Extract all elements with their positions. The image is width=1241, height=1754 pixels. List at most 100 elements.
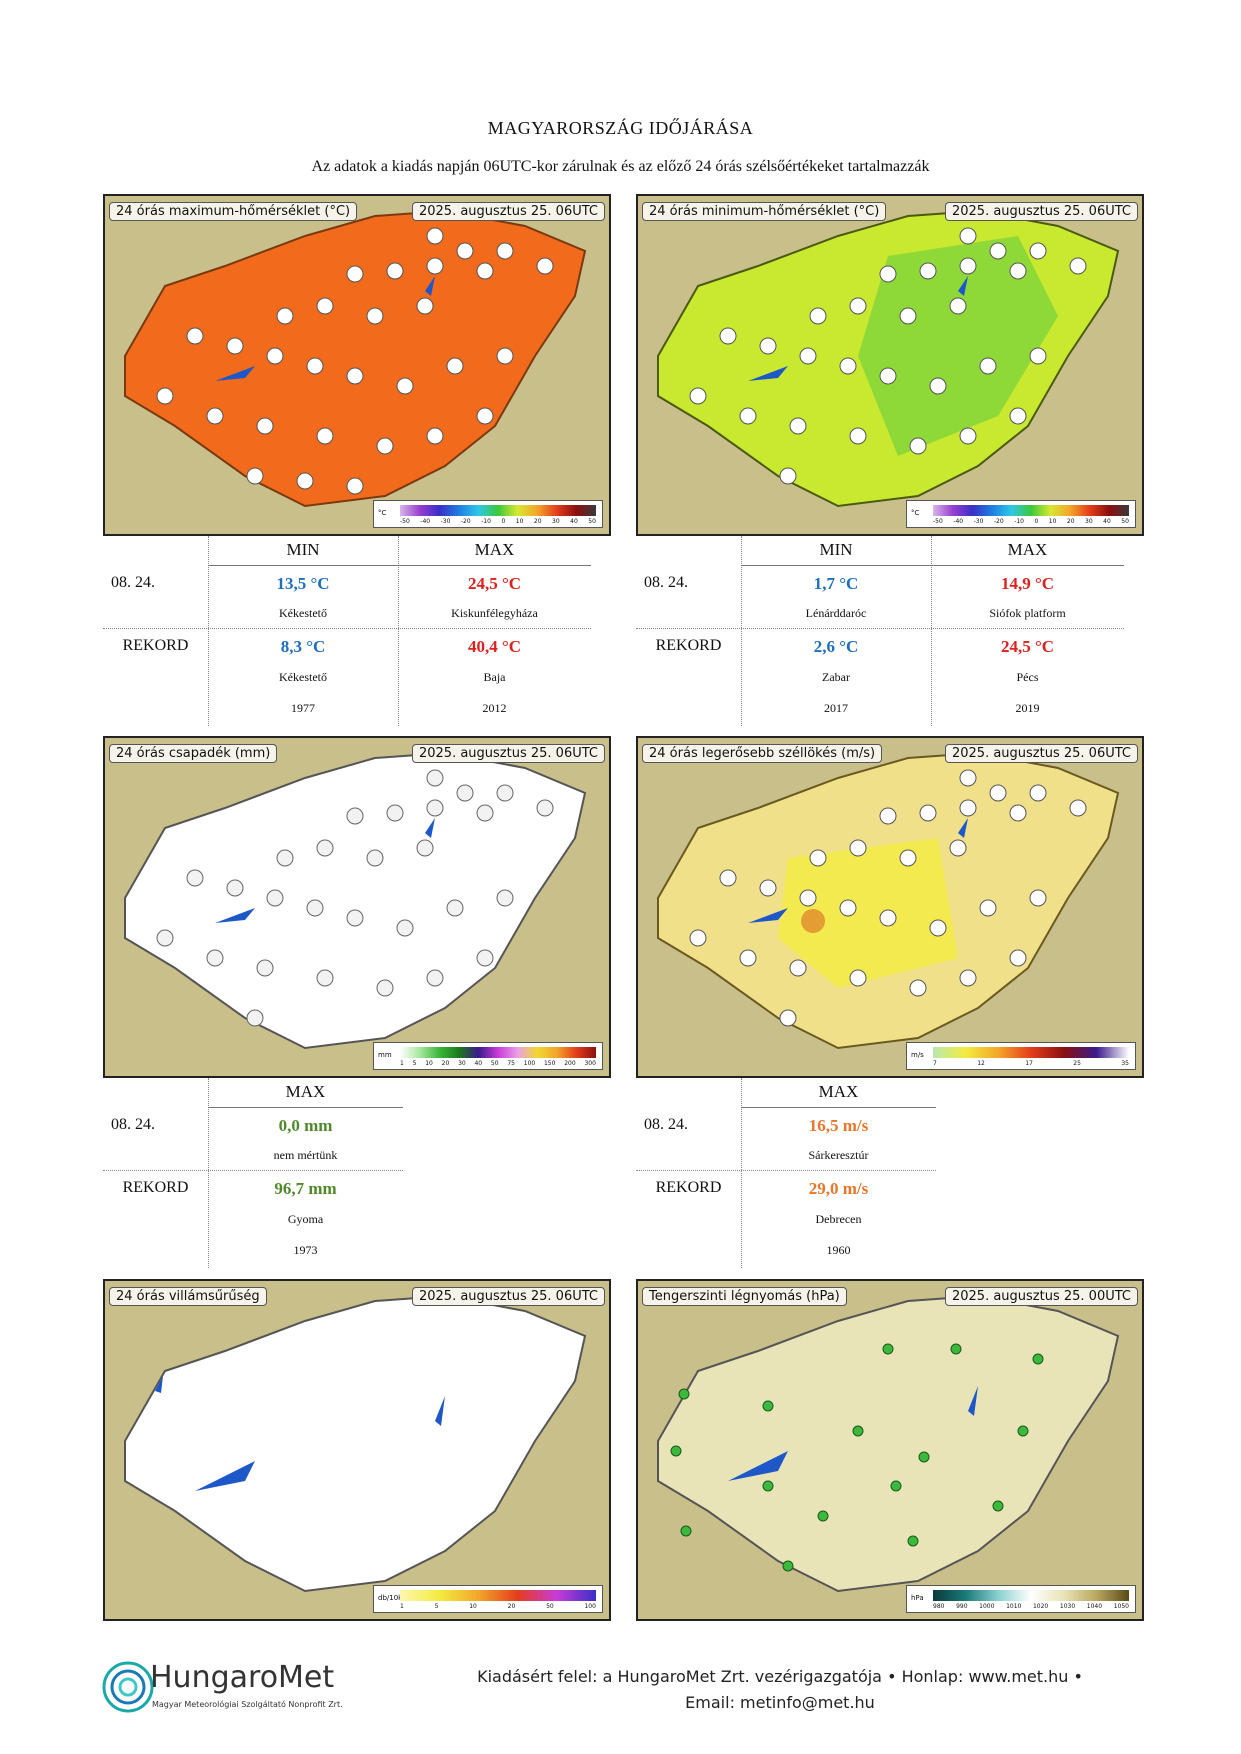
column-divider (741, 1078, 742, 1268)
legend-unit: °C (378, 509, 387, 517)
map-date: 2025. augusztus 25. 06UTC (411, 202, 605, 221)
record-label: REKORD (655, 637, 722, 654)
map-date: 2025. augusztus 25. 06UTC (411, 744, 605, 763)
legend-tick: 150 (543, 1060, 556, 1067)
record-min-year: 2017 (824, 701, 848, 715)
map-label: 24 órás maximum-hőmérséklet (°C) (109, 202, 358, 221)
legend-tick: 1 (400, 1060, 404, 1067)
footer-line1: Kiadásért felel: a HungaroMet Zrt. vezér… (477, 1667, 1083, 1686)
legend-tick: 300 (584, 1060, 596, 1067)
legend-tick: 0 (501, 518, 506, 525)
legend-tick: 100 (584, 1603, 596, 1610)
record-min-year: 1977 (291, 701, 315, 715)
row-separator (103, 1170, 403, 1171)
column-header-max: MAX (818, 1082, 859, 1101)
row-separator (636, 1170, 936, 1171)
legend-tick: 10 (1048, 518, 1057, 525)
record-min-value: 8,3 °C (280, 637, 326, 656)
column-divider (208, 536, 209, 726)
column-divider (931, 536, 932, 726)
legend-tick: 5 (434, 1603, 439, 1610)
wind-gust-table: MAX 08. 24. 16,5 m/s Sárkeresztúr REKORD… (636, 1078, 936, 1268)
pressure-legend: hPa 980 990 1000 1010 1020 1030 1040 1050 (906, 1585, 1136, 1613)
legend-tick: 50 (546, 1603, 554, 1610)
record-label: REKORD (655, 1179, 722, 1196)
legend-tick: -40 (953, 518, 964, 525)
map-label: 24 órás minimum-hőmérséklet (°C) (642, 202, 887, 221)
legend-unit: m/s (911, 1051, 924, 1059)
legend-ticks: 7 12 17 25 35 (933, 1060, 1129, 1067)
record-min-place: Zabar (822, 670, 850, 684)
legend-ticks: 1 5 10 20 50 100 (400, 1603, 596, 1610)
map-max-temperature: 24 órás maximum-hőmérséklet (°C) 2025. a… (103, 194, 611, 536)
record-max-place: Debrecen (815, 1212, 862, 1226)
legend-tick: -30 (440, 518, 451, 525)
legend-unit: hPa (911, 1594, 924, 1602)
row-separator (103, 628, 591, 629)
legend-tick: 1030 (1059, 1603, 1076, 1610)
day-max-value: 14,9 °C (1000, 574, 1055, 593)
record-min-place: Kékestető (279, 670, 327, 684)
map-label: 24 órás villámsűrűség (109, 1287, 267, 1306)
legend-tick: 20 (1066, 518, 1075, 525)
precipitation-table: MAX 08. 24. 0,0 mm nem mértünk REKORD 96… (103, 1078, 403, 1268)
min-temperature-table: MIN MAX 08. 24. 1,7 °C 14,9 °C Lénárddar… (636, 536, 1124, 726)
map-precipitation: 24 órás csapadék (mm) 2025. augusztus 25… (103, 736, 611, 1078)
legend-tick: -40 (420, 518, 431, 525)
header-row (208, 536, 591, 566)
map-lightning-density: 24 órás villámsűrűség 2025. augusztus 25… (103, 1279, 611, 1621)
header-row (741, 536, 1124, 566)
record-max-place: Baja (483, 670, 506, 684)
legend-colorbar (400, 505, 596, 516)
column-header-min: MIN (286, 540, 320, 559)
temperature-legend: °C -50 -40 -30 -20 -10 0 10 20 30 40 50 (906, 500, 1136, 528)
legend-tick: -30 (973, 518, 984, 525)
map-date: 2025. augusztus 25. 00UTC (944, 1287, 1138, 1306)
legend-tick: 20 (507, 1603, 516, 1610)
legend-ticks: 1 5 10 20 30 40 50 75 100 150 200 300 (400, 1060, 596, 1067)
legend-ticks: -50 -40 -30 -20 -10 0 10 20 30 40 50 (400, 518, 596, 525)
legend-tick: 40 (570, 518, 578, 525)
legend-colorbar (933, 1047, 1129, 1058)
record-max-value: 96,7 mm (274, 1179, 337, 1198)
header-row (208, 1078, 403, 1108)
day-max-value: 0,0 mm (278, 1116, 333, 1135)
record-max-value: 40,4 °C (467, 637, 522, 656)
legend-tick: -20 (460, 518, 471, 525)
record-max-year: 2012 (482, 701, 507, 715)
record-max-value: 29,0 m/s (808, 1179, 869, 1198)
legend-tick: 12 (977, 1060, 985, 1067)
legend-tick: 50 (1121, 518, 1129, 525)
legend-tick: 75 (507, 1060, 515, 1067)
logo-text: HungaroMet (150, 1660, 335, 1695)
legend-tick: 990 (956, 1603, 968, 1610)
column-header-max: MAX (1007, 540, 1048, 559)
record-max-year: 1960 (826, 1243, 851, 1257)
legend-tick: 7 (933, 1060, 937, 1067)
row-separator (636, 628, 1124, 629)
precipitation-legend: mm 1 5 10 20 30 40 50 75 100 150 200 300 (373, 1042, 603, 1070)
legend-tick: -50 (933, 518, 943, 525)
record-label: REKORD (122, 637, 189, 654)
temperature-legend: °C -50 -40 -30 -20 -10 0 10 20 30 40 50 (373, 500, 603, 528)
lightning-legend: db/10km2 1 5 10 20 50 100 (373, 1585, 603, 1613)
page-subtitle: Az adatok a kiadás napján 06UTC-kor záru… (311, 158, 930, 175)
legend-tick: 10 (425, 1060, 433, 1067)
legend-tick: 30 (552, 518, 560, 525)
map-label: 24 órás legerősebb széllökés (m/s) (642, 744, 883, 763)
column-divider (208, 1078, 209, 1268)
column-header-min: MIN (819, 540, 853, 559)
day-min-place: Kékestető (279, 606, 327, 620)
day-label: 08. 24. (111, 1116, 155, 1133)
legend-unit: db/10km2 (378, 1594, 414, 1602)
wind-gust-legend: m/s 7 12 17 25 35 (906, 1042, 1136, 1070)
legend-tick: 17 (1025, 1060, 1033, 1067)
record-label: REKORD (122, 1179, 189, 1196)
day-label: 08. 24. (644, 574, 688, 591)
legend-tick: 1 (400, 1603, 404, 1610)
legend-tick: 1040 (1086, 1603, 1103, 1610)
map-min-temperature: 24 órás minimum-hőmérséklet (°C) 2025. a… (636, 194, 1144, 536)
legend-tick: -50 (400, 518, 410, 525)
column-header-max: MAX (285, 1082, 326, 1101)
legend-tick: -20 (993, 518, 1004, 525)
